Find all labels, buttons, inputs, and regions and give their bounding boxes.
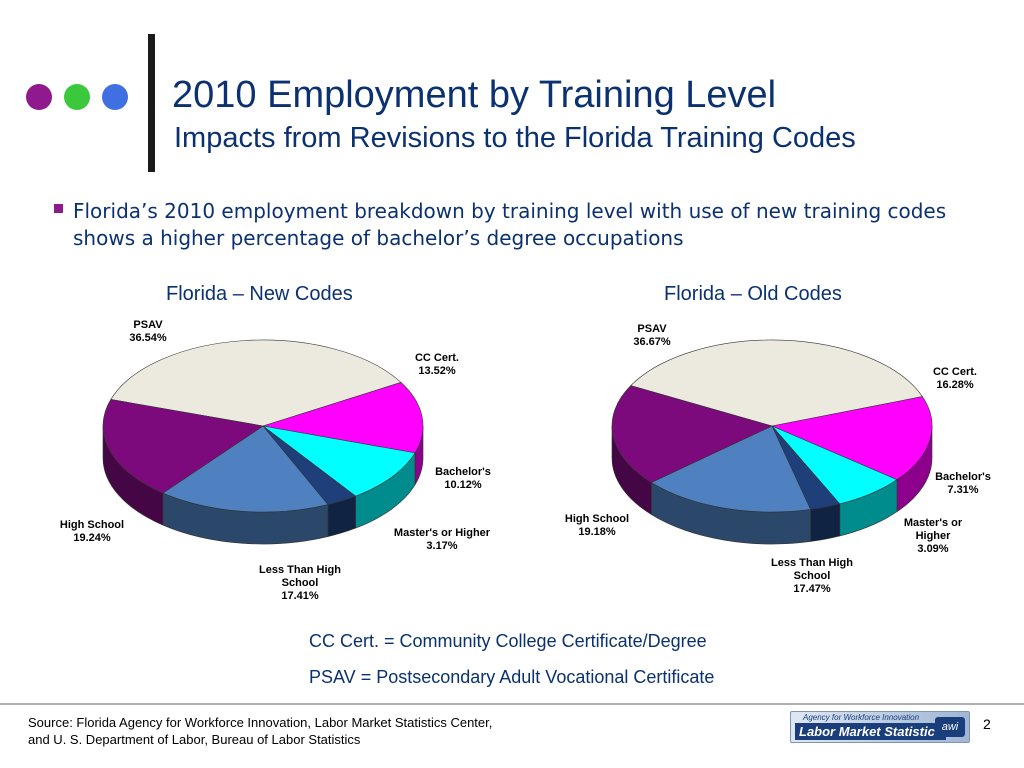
page-title: 2010 Employment by Training Level xyxy=(172,74,777,116)
pie-slice-1-5 xyxy=(611,385,773,483)
slice-label-1-4: Less Than High School 17.47% xyxy=(771,557,853,595)
pie-slice-1-4 xyxy=(650,425,811,513)
green-dot xyxy=(64,84,90,110)
slice-label-0-0: PSAV 36.54% xyxy=(129,319,167,344)
chart-title-old: Florida – Old Codes xyxy=(664,283,842,305)
pie-slice-0-1 xyxy=(262,382,424,454)
pie-slice-1-0 xyxy=(630,339,923,427)
definition-psav: PSAV = Postsecondary Adult Vocational Ce… xyxy=(309,667,715,687)
slice-label-0-5: High School 19.24% xyxy=(60,519,124,544)
bullet-square-icon xyxy=(54,204,63,213)
lms-logo: Agency for Workforce Innovation Labor Ma… xyxy=(790,711,970,743)
source-line-1: Source: Florida Agency for Workforce Inn… xyxy=(28,715,493,730)
definition-cc-cert: CC Cert. = Community College Certificate… xyxy=(309,631,707,651)
slice-label-1-5: High School 19.18% xyxy=(565,513,629,538)
pie-slice-0-4 xyxy=(162,425,329,513)
slice-label-1-2: Bachelor's 7.31% xyxy=(935,471,991,496)
logo-badge: awi xyxy=(935,717,965,737)
bullet-text: Florida’s 2010 employment breakdown by t… xyxy=(73,199,947,250)
slice-label-0-3: Master's or Higher 3.17% xyxy=(394,527,491,552)
pie-slice-0-2 xyxy=(262,425,416,497)
chart-title-new: Florida – New Codes xyxy=(166,283,353,305)
slice-label-1-3: Master's or Higher 3.09% xyxy=(904,517,963,555)
slice-label-0-4: Less Than High School 17.41% xyxy=(259,564,341,602)
slice-label-1-1: CC Cert. 16.28% xyxy=(933,366,977,391)
title-divider xyxy=(148,34,155,172)
pie-slice-0-0 xyxy=(110,339,402,427)
pie-slice-1-1 xyxy=(770,396,933,481)
footer-rule xyxy=(0,703,1024,705)
purple-dot xyxy=(26,84,52,110)
page-number: 2 xyxy=(983,716,991,732)
slice-label-0-2: Bachelor's 10.12% xyxy=(435,466,491,491)
pie-side-1-3 xyxy=(810,503,841,542)
pie-slice-0-5 xyxy=(102,399,264,494)
source-line-2: and U. S. Department of Labor, Bureau of… xyxy=(28,732,361,747)
logo-main-text: Labor Market Statistics xyxy=(795,723,947,740)
blue-dot xyxy=(102,84,128,110)
source-note: Source: Florida Agency for Workforce Inn… xyxy=(28,714,588,748)
slice-label-0-1: CC Cert. 13.52% xyxy=(415,352,459,377)
logo-agency-text: Agency for Workforce Innovation xyxy=(803,713,920,722)
slice-label-1-0: PSAV 36.67% xyxy=(633,323,671,348)
page-subtitle: Impacts from Revisions to the Florida Tr… xyxy=(174,122,856,154)
